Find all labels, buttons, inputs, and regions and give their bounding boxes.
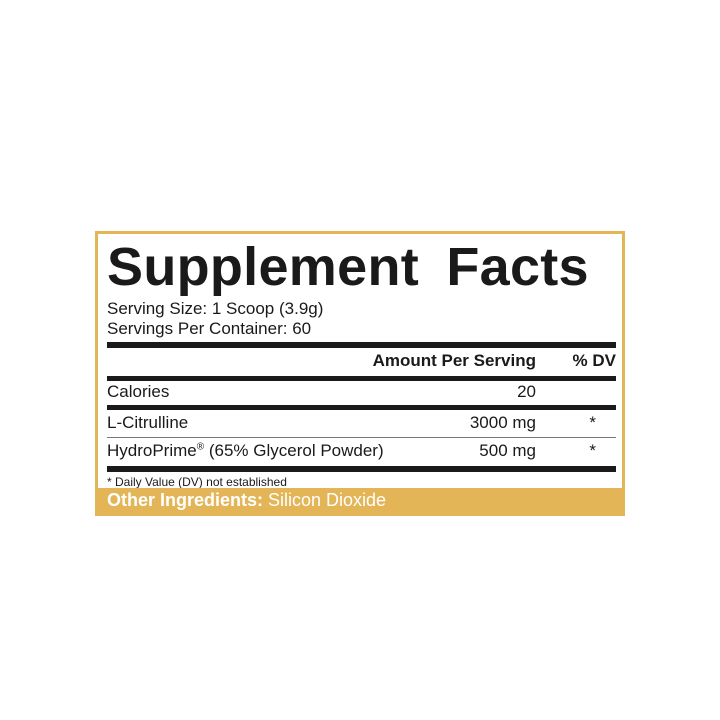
nutrient-name: L-Citrulline	[107, 413, 189, 432]
supplement-facts-label: Supplement Facts Serving Size: 1 Scoop (…	[95, 231, 625, 516]
divider-thick	[107, 342, 616, 348]
nutrient-amount: 20	[517, 382, 536, 401]
nutrient-amount: 500 mg	[479, 441, 536, 460]
footnote: * Daily Value (DV) not established	[107, 475, 287, 489]
dv-header: % DV	[572, 351, 616, 370]
divider-thin	[107, 437, 616, 438]
servings-per-container: Servings Per Container: 60	[107, 319, 312, 338]
nutrient-dv: *	[589, 413, 596, 432]
column-header: Amount Per Serving % DV	[107, 350, 616, 372]
nutrient-dv: *	[589, 441, 596, 460]
nutrient-name: HydroPrime® (65% Glycerol Powder)	[107, 441, 384, 460]
divider-thick	[107, 405, 616, 410]
divider-thick	[107, 466, 616, 472]
label-title: Supplement Facts	[107, 237, 589, 297]
nutrient-amount: 3000 mg	[469, 413, 536, 432]
other-ingredients-label: Other Ingredients:	[107, 490, 264, 510]
nutrient-row: HydroPrime® (65% Glycerol Powder) 500 mg…	[107, 440, 616, 462]
other-ingredients-value: Silicon Dioxide	[263, 490, 387, 510]
serving-size: Serving Size: 1 Scoop (3.9g)	[107, 299, 324, 318]
nutrient-row: L-Citrulline 3000 mg *	[107, 412, 616, 434]
divider-thick	[107, 376, 616, 381]
other-ingredients-band: Other Ingredients: Silicon Dioxide	[98, 488, 622, 513]
nutrient-row: Calories 20	[107, 381, 616, 403]
amount-header: Amount Per Serving	[372, 351, 536, 370]
nutrient-name: Calories	[107, 382, 170, 401]
